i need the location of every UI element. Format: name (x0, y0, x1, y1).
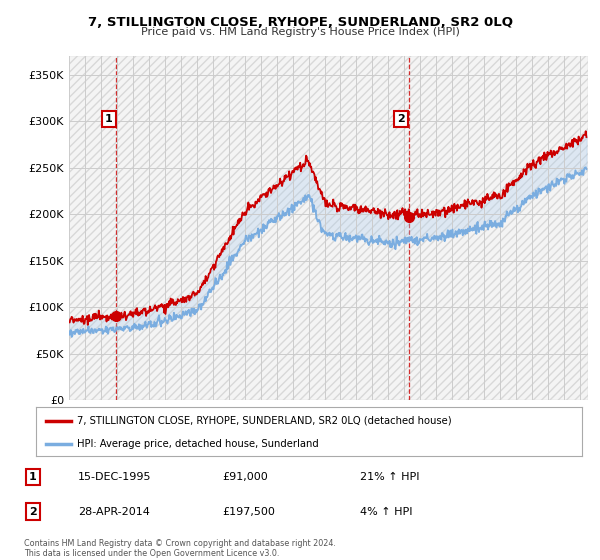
Text: 1: 1 (105, 114, 113, 124)
Text: 7, STILLINGTON CLOSE, RYHOPE, SUNDERLAND, SR2 0LQ (detached house): 7, STILLINGTON CLOSE, RYHOPE, SUNDERLAND… (77, 416, 452, 426)
Text: £197,500: £197,500 (222, 507, 275, 517)
Text: Contains HM Land Registry data © Crown copyright and database right 2024.
This d: Contains HM Land Registry data © Crown c… (24, 539, 336, 558)
Text: 15-DEC-1995: 15-DEC-1995 (78, 472, 151, 482)
Text: £91,000: £91,000 (222, 472, 268, 482)
Text: 1: 1 (29, 472, 37, 482)
Text: 7, STILLINGTON CLOSE, RYHOPE, SUNDERLAND, SR2 0LQ: 7, STILLINGTON CLOSE, RYHOPE, SUNDERLAND… (88, 16, 512, 29)
Text: 21% ↑ HPI: 21% ↑ HPI (360, 472, 419, 482)
Text: 4% ↑ HPI: 4% ↑ HPI (360, 507, 413, 517)
Text: 28-APR-2014: 28-APR-2014 (78, 507, 150, 517)
Text: 2: 2 (397, 114, 405, 124)
Text: Price paid vs. HM Land Registry's House Price Index (HPI): Price paid vs. HM Land Registry's House … (140, 27, 460, 38)
Text: 2: 2 (29, 507, 37, 517)
Text: HPI: Average price, detached house, Sunderland: HPI: Average price, detached house, Sund… (77, 438, 319, 449)
